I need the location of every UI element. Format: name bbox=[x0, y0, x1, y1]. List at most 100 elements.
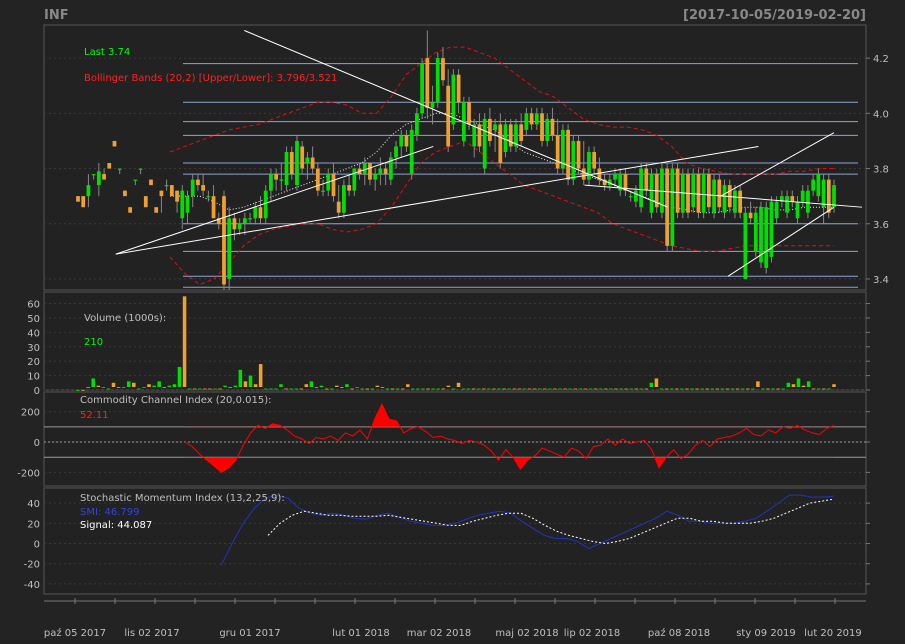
volume-bar bbox=[791, 384, 796, 387]
candle-body bbox=[211, 196, 216, 219]
volume-bar bbox=[578, 388, 583, 390]
candle-body bbox=[587, 151, 591, 180]
volume-bar bbox=[324, 388, 329, 390]
volume-bar bbox=[461, 388, 466, 390]
candle-body bbox=[305, 157, 310, 164]
volume-bar bbox=[157, 381, 161, 387]
candle-body bbox=[493, 124, 497, 130]
volume-bar bbox=[375, 385, 380, 387]
volume-bar bbox=[198, 388, 202, 390]
candle-body bbox=[800, 190, 805, 202]
volume-bar bbox=[634, 388, 638, 390]
volume-bar bbox=[639, 388, 643, 390]
volume-bar bbox=[588, 388, 593, 390]
candle-body bbox=[331, 174, 336, 197]
candle-body bbox=[420, 63, 424, 114]
candle-body bbox=[180, 190, 185, 219]
volume-bar bbox=[497, 388, 501, 390]
volume-bar bbox=[187, 388, 192, 390]
candle-body bbox=[196, 179, 200, 186]
volume-bar bbox=[730, 388, 735, 390]
candle-body bbox=[222, 196, 226, 285]
x-tick-label: sty 09 2019 bbox=[736, 628, 796, 639]
x-tick-label: gru 01 2017 bbox=[219, 628, 280, 639]
bollinger-legend-label: Bollinger Bands (20,2) [Upper/Lower]: 3.… bbox=[84, 73, 337, 84]
smi-y-tick-label: 40 bbox=[27, 499, 40, 510]
volume-bar bbox=[126, 381, 131, 387]
volume-bar bbox=[573, 388, 577, 390]
candle-body bbox=[336, 201, 341, 213]
price-y-tick-label: 3.4 bbox=[873, 275, 889, 286]
candle-body bbox=[388, 157, 393, 180]
candle-body bbox=[660, 168, 664, 213]
candle-body bbox=[545, 118, 550, 141]
volume-bar bbox=[208, 388, 212, 390]
trend-line bbox=[244, 30, 668, 208]
cci-panel-frame bbox=[43, 391, 867, 487]
candle-body bbox=[675, 168, 680, 213]
candle-body bbox=[242, 218, 247, 224]
candle-body bbox=[779, 196, 784, 202]
candle-body bbox=[790, 196, 795, 202]
signal-value-label: Signal: 44.087 bbox=[80, 520, 152, 531]
volume-bar bbox=[796, 378, 801, 387]
candle-body bbox=[722, 185, 727, 213]
candle-body bbox=[540, 113, 544, 141]
volume-bar bbox=[385, 388, 390, 390]
candle-body bbox=[409, 129, 414, 175]
volume-bar bbox=[142, 387, 146, 388]
volume-bar bbox=[629, 388, 633, 390]
volume-bar bbox=[751, 388, 755, 390]
volume-bar bbox=[487, 388, 491, 390]
candle-body bbox=[128, 207, 133, 213]
candle-body bbox=[534, 113, 539, 125]
candle-body bbox=[472, 124, 477, 147]
candle-body bbox=[237, 223, 242, 230]
volume-bar bbox=[370, 388, 375, 390]
volume-bar bbox=[258, 364, 263, 387]
cci-last-value: 52.11 bbox=[80, 410, 109, 421]
volume-bar bbox=[690, 388, 694, 390]
cci-y-tick-label: -200 bbox=[17, 468, 40, 479]
volume-bar bbox=[695, 388, 699, 390]
candle-body bbox=[76, 196, 80, 202]
candle-body bbox=[644, 168, 649, 191]
volume-bar bbox=[619, 388, 623, 390]
candle-body bbox=[86, 185, 91, 197]
volume-bar bbox=[121, 387, 126, 388]
candle-body bbox=[368, 163, 372, 180]
volume-bar bbox=[106, 388, 111, 390]
candle-body bbox=[253, 207, 258, 219]
volume-bar bbox=[238, 369, 243, 387]
volume-bar bbox=[345, 384, 349, 387]
candle-body bbox=[425, 58, 430, 108]
candle-body bbox=[295, 140, 299, 186]
volume-bar bbox=[548, 388, 552, 390]
cci-y-tick-label: 200 bbox=[21, 408, 40, 419]
bollinger-lower-band bbox=[169, 140, 834, 286]
candle-body bbox=[190, 179, 195, 197]
volume-bar bbox=[411, 388, 415, 390]
volume-bar bbox=[152, 385, 156, 387]
candle-body bbox=[258, 207, 263, 219]
volume-bar bbox=[284, 388, 288, 390]
volume-bar bbox=[81, 390, 85, 391]
volume-bar bbox=[380, 387, 385, 388]
volume-bar bbox=[182, 296, 187, 387]
volume-bar bbox=[664, 388, 669, 390]
candle-body bbox=[399, 135, 404, 147]
volume-bar bbox=[776, 388, 780, 390]
volume-bar bbox=[477, 388, 481, 390]
volume-bar bbox=[406, 384, 410, 387]
candle-body bbox=[691, 174, 696, 208]
volume-bar bbox=[147, 384, 151, 387]
volume-bar bbox=[233, 385, 238, 387]
candle-body bbox=[482, 118, 487, 169]
volume-bar bbox=[101, 387, 106, 388]
candle-body bbox=[597, 168, 602, 180]
volume-bar bbox=[390, 388, 395, 390]
chart-marks bbox=[44, 30, 866, 566]
candle-body bbox=[154, 207, 159, 213]
volume-bar bbox=[203, 388, 207, 390]
